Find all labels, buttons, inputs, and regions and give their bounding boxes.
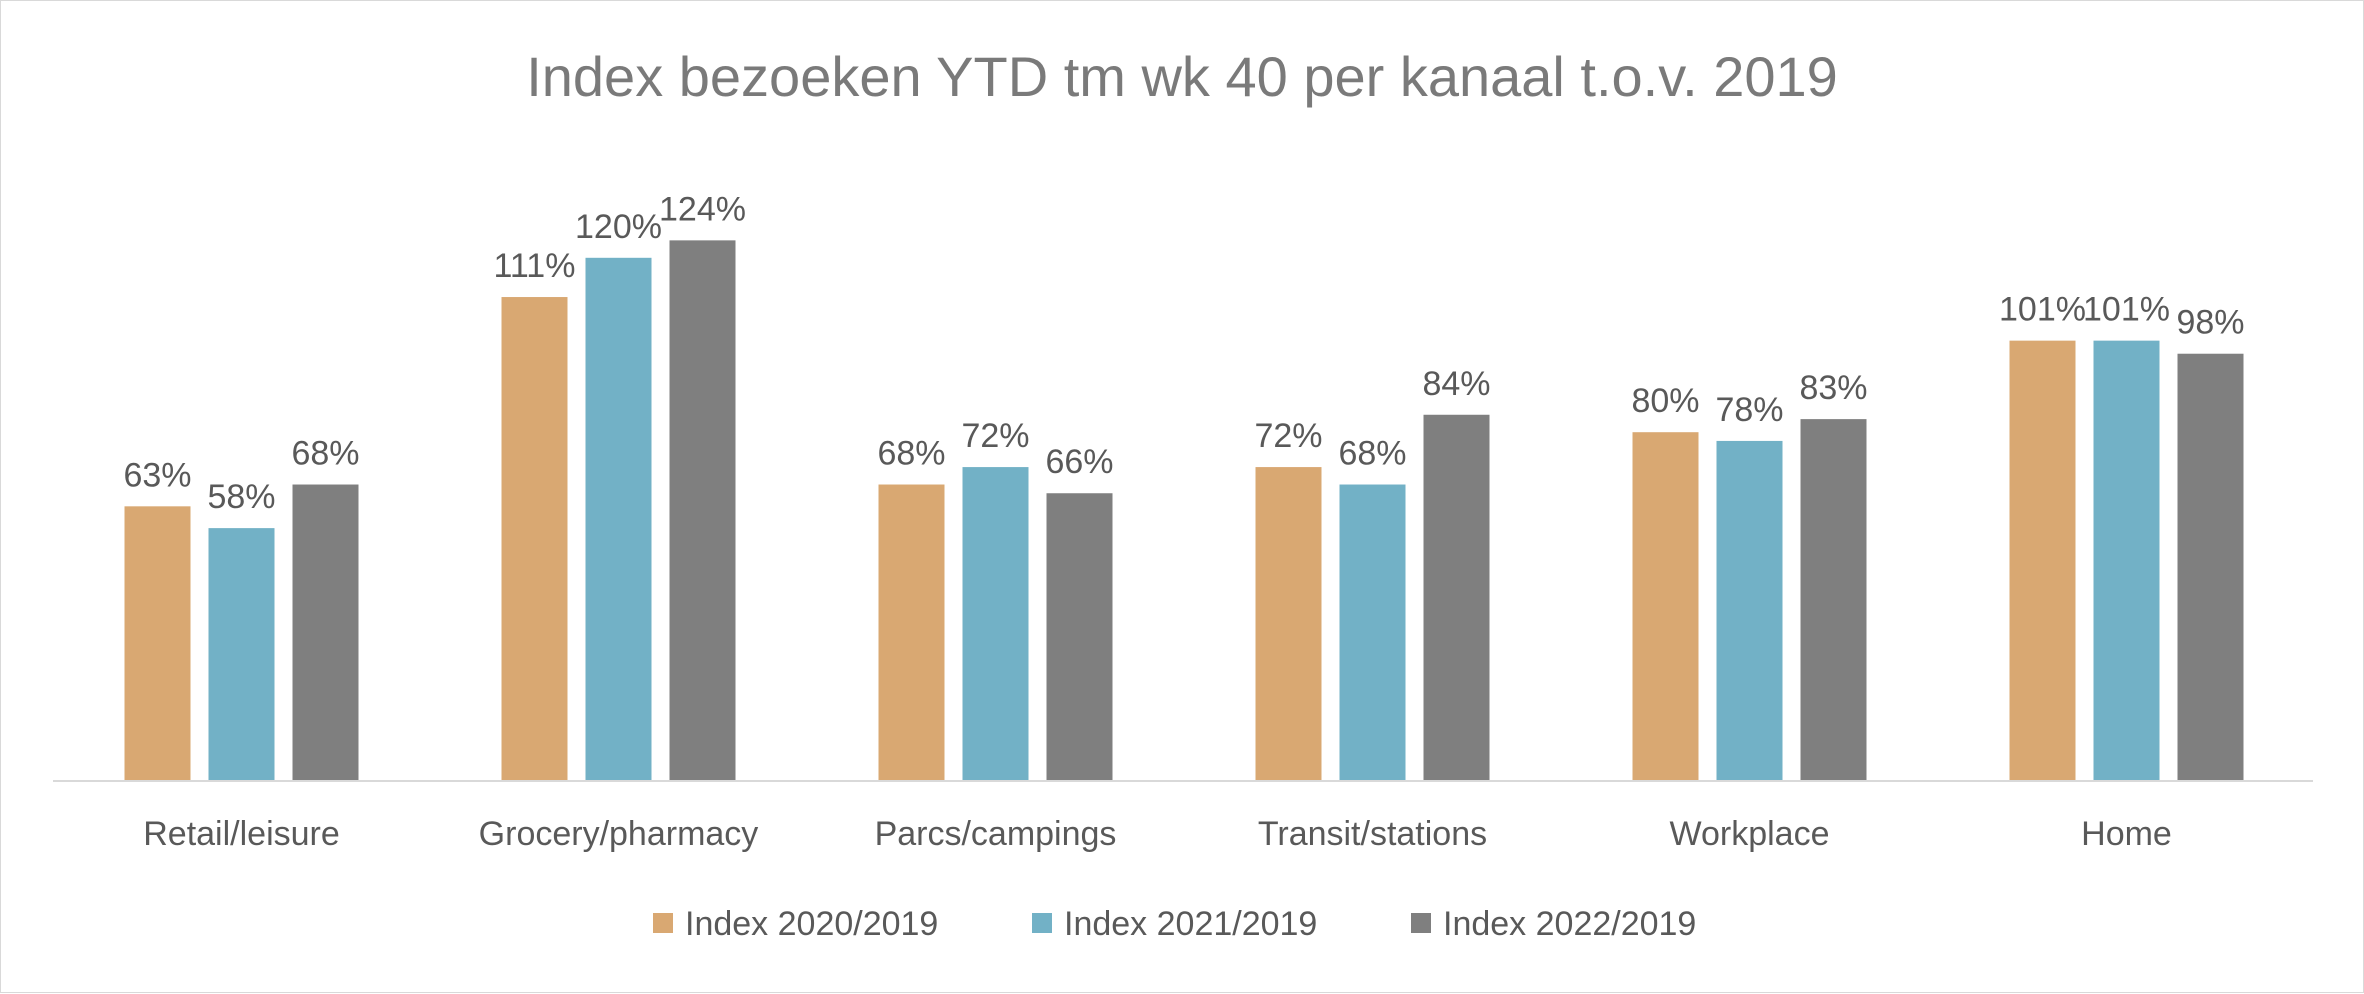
data-label: 111% [494,247,576,285]
data-labels-group: 63% 58% 68% 111%120%124% 68% 72% 66% 72% 68% 84% 8… [123,190,2244,516]
legend-label-series-1: Index 2020/2019 [685,905,938,943]
bar-parcs-campings-series-2 [962,467,1029,781]
bar-retail-leisure-series-3 [292,484,359,781]
bars-group [124,240,2244,782]
data-label: 84% [1422,365,1490,403]
data-label: 120% [575,208,662,246]
bar-parcs-campings-series-3 [1046,493,1113,781]
data-label: 101% [1999,291,2086,329]
legend-label-series-3: Index 2022/2019 [1443,905,1696,943]
data-label: 98% [2176,304,2244,342]
data-label: 124% [659,190,746,228]
data-label: 66% [1045,443,1113,481]
legend-swatch-series-1 [653,913,673,933]
data-label: 68% [877,435,945,473]
bar-workplace-series-2 [1716,440,1783,781]
bar-grocery-pharmacy-series-2 [585,257,652,781]
legend: Index 2020/2019 Index 2021/2019 Index 2022… [653,905,1696,943]
data-label: 101% [2083,291,2170,329]
bar-transit-stations-series-3 [1423,414,1490,781]
legend-swatch-series-2 [1032,913,1052,933]
category-label: Parcs/campings [875,815,1117,853]
bar-grocery-pharmacy-series-1 [501,297,568,781]
category-label: Retail/leisure [143,815,340,853]
data-label: 72% [961,417,1029,455]
data-label: 80% [1631,382,1699,420]
bar-grocery-pharmacy-series-3 [669,240,736,782]
bar-home-series-2 [2093,340,2160,781]
category-label: Home [2081,815,2172,853]
bar-home-series-1 [2009,340,2076,781]
data-label: 72% [1254,417,1322,455]
data-label: 78% [1715,391,1783,429]
data-label: 83% [1799,369,1867,407]
category-label: Transit/stations [1258,815,1487,853]
legend-swatch-series-3 [1411,913,1431,933]
data-label: 68% [291,435,359,473]
category-label: Grocery/pharmacy [479,815,759,853]
bar-transit-stations-series-2 [1339,484,1406,781]
category-labels-group: Retail/leisure Grocery/pharmacy Parcs/camp… [143,815,2172,853]
data-label: 63% [123,456,191,494]
bar-parcs-campings-series-1 [878,484,945,781]
bar-home-series-3 [2177,353,2244,781]
bar-retail-leisure-series-1 [124,506,191,781]
chart-title: Index bezoeken YTD tm wk 40 per kanaal t… [526,45,1838,108]
bar-retail-leisure-series-2 [208,528,275,781]
bar-transit-stations-series-1 [1255,467,1322,781]
category-label: Workplace [1670,815,1830,853]
data-label: 58% [207,478,275,516]
data-label: 68% [1338,435,1406,473]
bar-workplace-series-3 [1800,419,1867,781]
legend-label-series-2: Index 2021/2019 [1064,905,1317,943]
bar-workplace-series-1 [1632,432,1699,781]
